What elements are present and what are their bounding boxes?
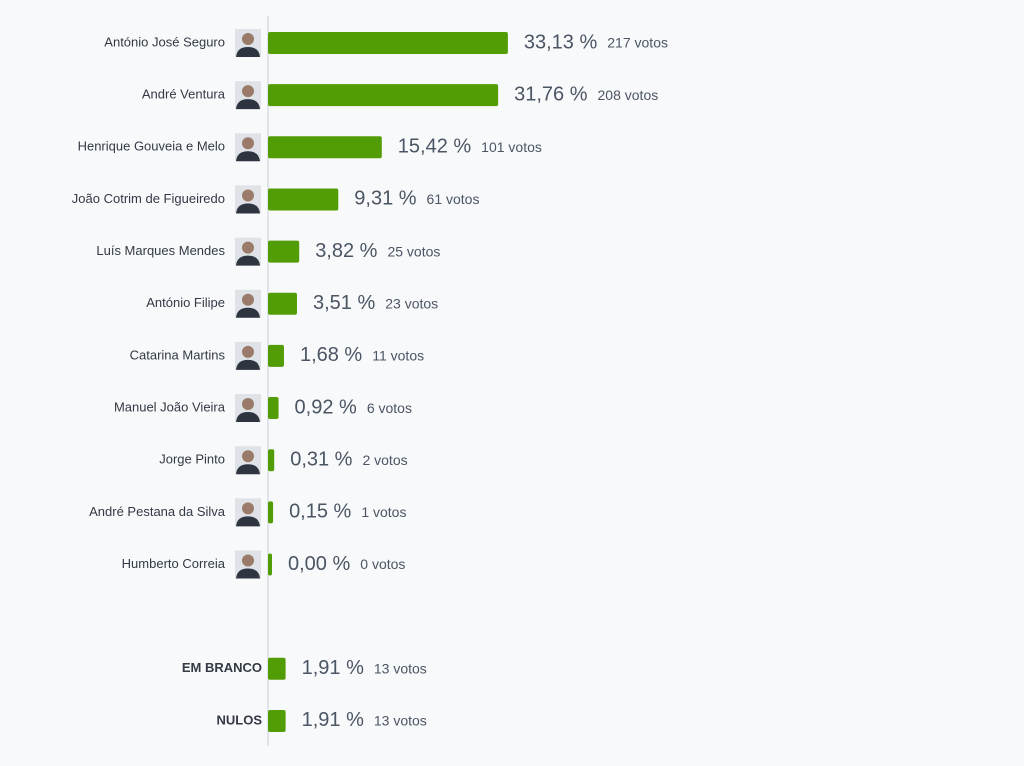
bar [268, 449, 275, 472]
category-label: EM BRANCO [182, 660, 262, 675]
category-label: André Pestana da Silva [89, 504, 226, 519]
candidate-photo [235, 498, 261, 527]
value-label: 15,42 % [398, 136, 472, 158]
vote-label: 6 votos [367, 400, 412, 416]
candidate-photo [235, 133, 261, 162]
vote-label: 25 votos [387, 243, 440, 259]
bar [268, 501, 274, 524]
candidate-photo [235, 29, 261, 57]
vote-label: 11 votos [372, 348, 424, 364]
value-label: 3,51 % [313, 292, 375, 314]
vote-label: 1 votos [361, 504, 406, 520]
bar [268, 32, 508, 54]
candidate-photo [235, 550, 261, 579]
category-label: António Filipe [146, 295, 225, 310]
value-label: 1,91 % [302, 657, 364, 679]
value-label: 0,00 % [288, 553, 350, 575]
category-label: Jorge Pinto [159, 452, 225, 467]
bar [268, 292, 297, 315]
photo-body [236, 151, 260, 162]
candidate-photo [235, 394, 261, 423]
category-label: Henrique Gouveia e Melo [78, 139, 225, 154]
photo-body [236, 255, 260, 266]
vote-label: 13 votos [374, 661, 427, 677]
bar [268, 709, 286, 732]
candidate-photo [235, 446, 261, 475]
candidate-photo [235, 237, 261, 266]
photo-body [236, 412, 260, 423]
value-label: 9,31 % [354, 188, 416, 210]
photo-head [242, 189, 254, 202]
photo-body [236, 568, 260, 579]
photo-head [242, 241, 254, 254]
photo-head [242, 293, 254, 306]
photo-head [242, 398, 254, 411]
bar [268, 188, 339, 211]
value-label: 1,68 % [300, 344, 362, 366]
value-label: 33,13 % [524, 31, 598, 53]
category-label: NULOS [217, 712, 263, 727]
vote-label: 0 votos [360, 556, 405, 572]
photo-head [242, 450, 254, 463]
photo-body [236, 516, 260, 527]
candidate-photo [235, 81, 261, 110]
bar [268, 397, 279, 420]
photo-body [236, 359, 260, 370]
bar [268, 84, 499, 107]
value-label: 1,91 % [302, 709, 364, 731]
bar [268, 657, 286, 680]
category-label: André Ventura [142, 87, 226, 102]
category-label: João Cotrim de Figueiredo [72, 191, 225, 206]
photo-head [242, 345, 254, 358]
category-label: Catarina Martins [130, 347, 226, 362]
photo-body [236, 99, 260, 110]
value-label: 31,76 % [514, 83, 588, 105]
bar [268, 240, 300, 263]
vote-label: 23 votos [385, 295, 438, 311]
vote-label: 101 votos [481, 139, 542, 155]
bar [268, 344, 284, 367]
photo-body [236, 307, 260, 318]
photo-head [242, 502, 254, 515]
photo-body [236, 47, 260, 57]
photo-head [242, 137, 254, 150]
value-label: 0,92 % [295, 396, 357, 418]
candidate-photo [235, 185, 261, 214]
vote-label: 61 votos [427, 191, 480, 207]
bar [268, 136, 382, 159]
vote-label: 2 votos [362, 452, 407, 468]
photo-body [236, 464, 260, 475]
value-label: 3,82 % [315, 240, 377, 262]
photo-head [242, 554, 254, 567]
category-label: Humberto Correia [122, 556, 226, 571]
category-label: Manuel João Vieira [114, 399, 226, 414]
bar [268, 553, 272, 576]
photo-body [236, 203, 260, 214]
value-label: 0,31 % [290, 448, 352, 470]
candidate-photo [235, 341, 261, 370]
vote-label: 217 votos [607, 35, 668, 51]
value-label: 0,15 % [289, 501, 351, 523]
candidate-photo [235, 289, 261, 318]
category-label: António José Seguro [104, 34, 225, 49]
category-label: Luís Marques Mendes [96, 243, 225, 258]
vote-label: 208 votos [598, 87, 659, 103]
vote-label: 13 votos [374, 713, 427, 729]
photo-head [242, 85, 254, 98]
photo-head [242, 33, 254, 45]
